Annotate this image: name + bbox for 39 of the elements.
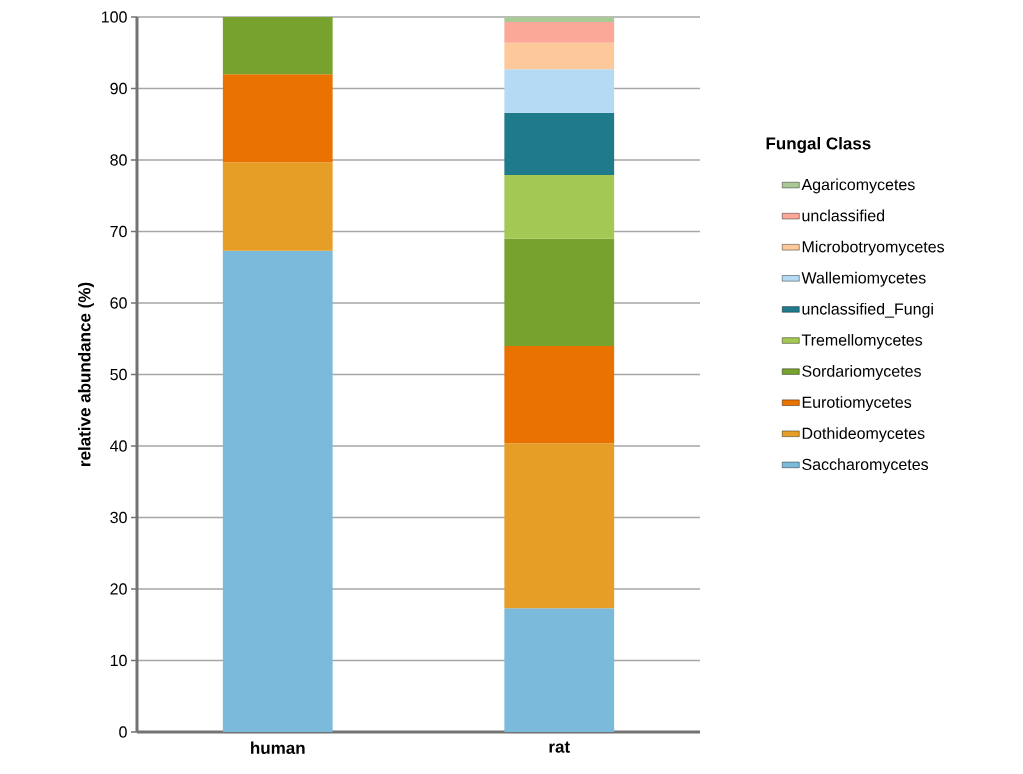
- bar: [504, 69, 615, 113]
- legend-label: Dothideomycetes: [802, 427, 925, 443]
- bar: [504, 42, 615, 70]
- legend-label: Agaricomycetes: [801, 178, 915, 194]
- bar: [222, 74, 333, 163]
- legend-label: Tremellomycetes: [801, 333, 923, 349]
- bar: [504, 608, 615, 732]
- y-tick-label: 0: [119, 726, 127, 738]
- bar: [222, 162, 333, 251]
- legend-title: Fungal Class: [766, 136, 871, 153]
- y-tick-label: 40: [110, 440, 127, 452]
- y-tick-label: 10: [110, 654, 127, 667]
- x-tick-label: human: [251, 741, 305, 755]
- legend-label: unclassified: [802, 209, 885, 222]
- x-tick-label: rat: [549, 741, 570, 753]
- y-tick-label: 100: [101, 11, 127, 23]
- y-tick-label: 80: [110, 154, 127, 166]
- y-axis-title: relative abundance (%): [78, 282, 94, 466]
- bar: [504, 345, 615, 444]
- legend-label: Saccharomycetes: [802, 458, 929, 474]
- bar: [504, 443, 615, 609]
- legend-label: Sordariomycetes: [802, 365, 921, 380]
- y-tick-label: 90: [110, 82, 127, 95]
- legend-label: Wallemiomycetes: [801, 271, 926, 287]
- y-tick-label: 50: [110, 368, 127, 381]
- bar: [222, 250, 333, 732]
- legend-label: Eurotiomycetes: [802, 396, 912, 412]
- y-tick-label: 20: [110, 583, 127, 595]
- legend-label: unclassified_Fungi: [802, 302, 933, 318]
- y-tick-label: 60: [110, 297, 127, 309]
- bar: [504, 238, 615, 346]
- y-tick-label: 30: [110, 511, 127, 524]
- bar: [504, 22, 615, 43]
- y-tick-label: 70: [110, 225, 127, 238]
- bar: [504, 175, 615, 239]
- bar: [222, 16, 333, 75]
- legend-label: Microbotryomycetes: [802, 240, 945, 256]
- bar: [504, 112, 615, 176]
- bar: [504, 16, 615, 22]
